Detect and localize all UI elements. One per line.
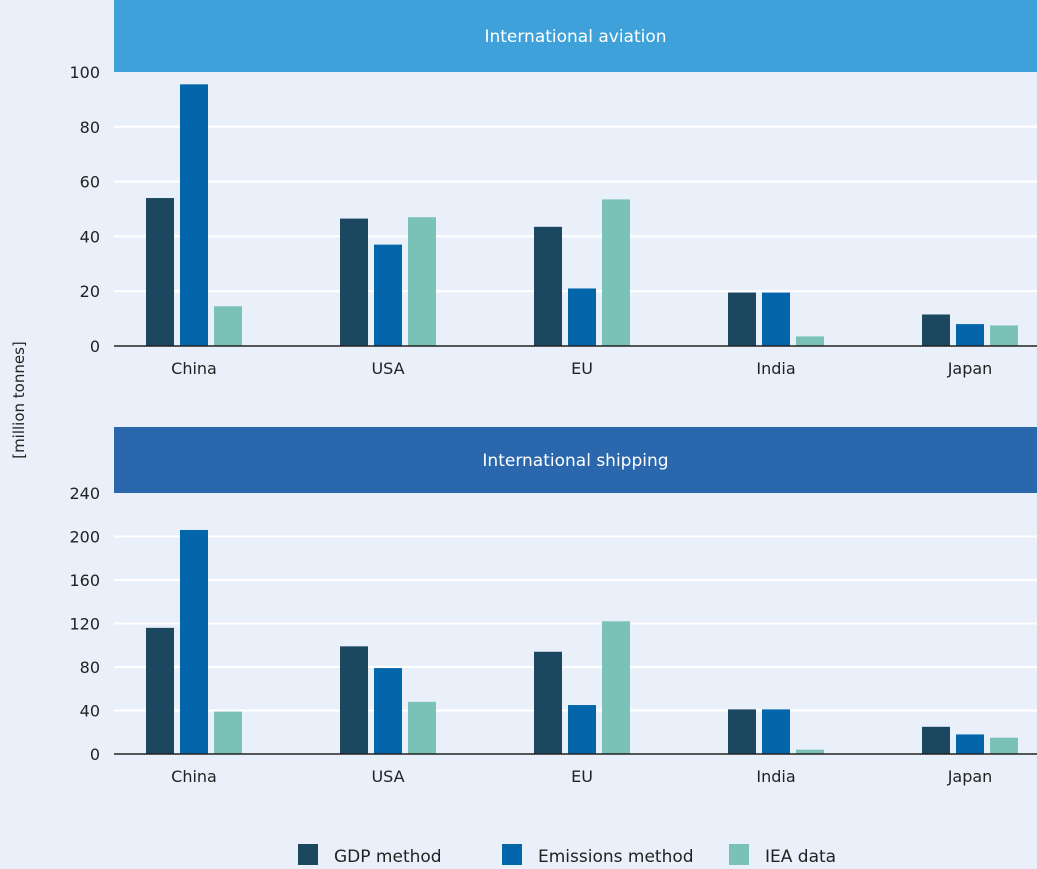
bar-india-gdp-method (728, 709, 756, 754)
y-tick-label: 160 (69, 571, 100, 590)
bar-india-emissions-method (762, 709, 790, 754)
bar-usa-gdp-method (340, 646, 368, 754)
y-tick-label: 0 (90, 337, 100, 356)
legend-swatch-0 (298, 844, 318, 865)
y-tick-label: 40 (80, 227, 100, 246)
y-tick-label: 200 (69, 528, 100, 547)
bar-usa-emissions-method (374, 668, 402, 754)
x-category-label: India (756, 767, 795, 786)
bar-japan-iea-data (990, 737, 1018, 754)
chart-panel-0: International aviation 0 20 40 60 80 100 China U… (69, 0, 1037, 378)
legend: GDP method Emissions method IEA data (298, 844, 836, 867)
y-tick-label: 0 (90, 745, 100, 764)
bar-japan-emissions-method (956, 324, 984, 346)
legend-swatch-1 (502, 844, 522, 865)
y-tick-label: 80 (80, 658, 100, 677)
bar-usa-gdp-method (340, 218, 368, 346)
x-category-label: USA (371, 767, 404, 786)
panel-title: International aviation (484, 27, 666, 47)
y-axis-label: [million tonnes] (10, 341, 28, 459)
chart-panel-1: International shipping 0 40 80 120 160 200 240 C… (69, 427, 1037, 786)
x-category-label: Japan (947, 767, 993, 786)
bar-eu-iea-data (602, 199, 630, 346)
y-tick-label: 240 (69, 484, 100, 503)
bar-eu-emissions-method (568, 705, 596, 754)
bar-eu-iea-data (602, 621, 630, 754)
bar-japan-emissions-method (956, 734, 984, 754)
x-category-label: EU (571, 359, 593, 378)
y-tick-label: 80 (80, 118, 100, 137)
bar-japan-gdp-method (922, 726, 950, 754)
bar-usa-emissions-method (374, 244, 402, 346)
bar-india-gdp-method (728, 292, 756, 346)
bar-china-gdp-method (146, 627, 174, 754)
bar-japan-iea-data (990, 325, 1018, 346)
bar-japan-gdp-method (922, 314, 950, 346)
y-tick-label: 60 (80, 173, 100, 192)
x-category-label: Japan (947, 359, 993, 378)
x-category-label: China (171, 767, 217, 786)
panel-banner (114, 427, 1037, 493)
legend-label-2: IEA data (765, 847, 836, 865)
y-tick-label: 40 (80, 702, 100, 721)
bar-india-emissions-method (762, 292, 790, 346)
bar-usa-iea-data (408, 217, 436, 346)
bar-eu-gdp-method (534, 651, 562, 754)
bar-china-gdp-method (146, 198, 174, 346)
legend-swatch-2 (729, 844, 749, 865)
x-category-label: USA (371, 359, 404, 378)
x-category-label: India (756, 359, 795, 378)
panel-banner (114, 0, 1037, 72)
bar-eu-emissions-method (568, 288, 596, 346)
y-tick-label: 100 (69, 63, 100, 82)
bar-eu-gdp-method (534, 226, 562, 346)
chart-panels: International aviation 0 20 40 60 80 100 China U… (69, 0, 1037, 786)
y-tick-label: 20 (80, 282, 100, 301)
x-category-label: EU (571, 767, 593, 786)
legend-label-0: GDP method (334, 847, 442, 865)
bar-china-emissions-method (180, 84, 208, 346)
bar-usa-iea-data (408, 701, 436, 754)
bar-china-emissions-method (180, 529, 208, 754)
legend-label-1: Emissions method (538, 847, 694, 865)
bar-china-iea-data (214, 306, 242, 346)
panel-title: International shipping (482, 451, 668, 471)
bar-india-iea-data (796, 749, 824, 754)
y-tick-label: 120 (69, 615, 100, 634)
bar-china-iea-data (214, 711, 242, 754)
x-category-label: China (171, 359, 217, 378)
bar-india-iea-data (796, 336, 824, 346)
